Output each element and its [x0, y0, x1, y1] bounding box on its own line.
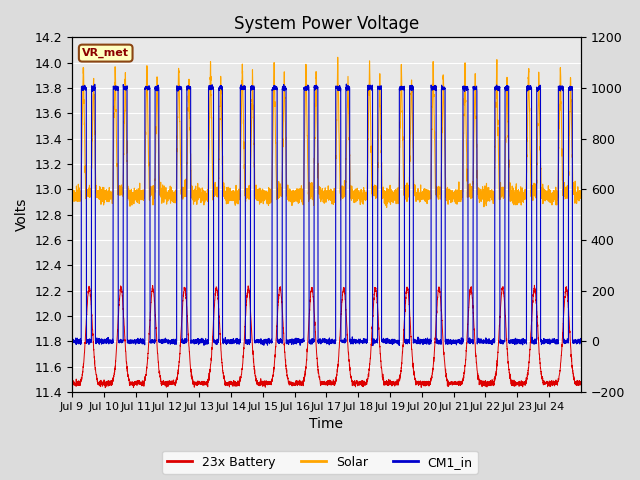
- Y-axis label: Volts: Volts: [15, 198, 29, 231]
- Title: System Power Voltage: System Power Voltage: [234, 15, 419, 33]
- X-axis label: Time: Time: [310, 418, 344, 432]
- Text: VR_met: VR_met: [82, 48, 129, 58]
- Legend: 23x Battery, Solar, CM1_in: 23x Battery, Solar, CM1_in: [163, 451, 477, 474]
